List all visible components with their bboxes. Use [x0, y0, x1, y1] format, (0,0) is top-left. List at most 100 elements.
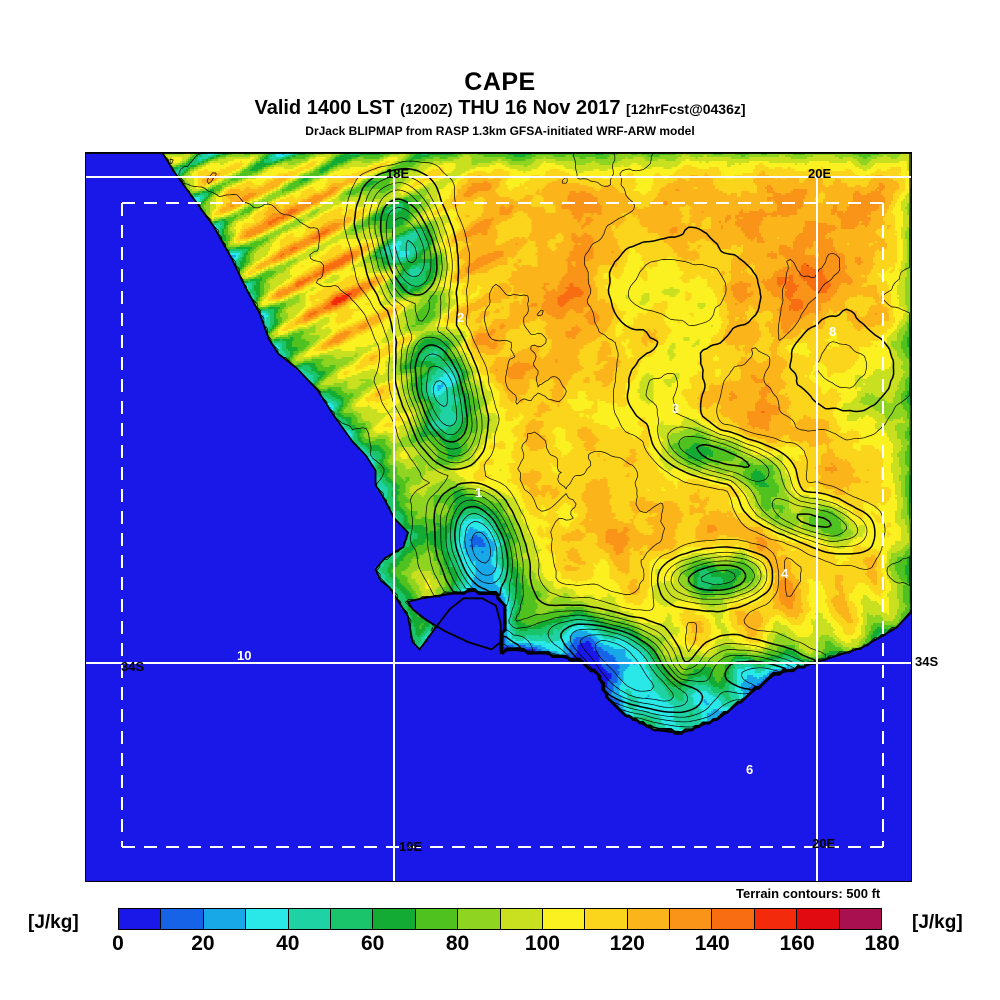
colorbar-swatch — [373, 909, 416, 929]
terrain-contour-line — [529, 563, 683, 656]
coastline — [86, 153, 911, 735]
title-block: CAPE Valid 1400 LST (1200Z) THU 16 Nov 2… — [0, 0, 1000, 138]
cape-field-plot — [86, 153, 911, 881]
terrain-contour-line — [584, 451, 638, 473]
terrain-contour-line — [695, 444, 751, 468]
terrain-contours — [161, 153, 911, 735]
terrain-contour-line — [353, 167, 490, 471]
colorbar-swatch — [246, 909, 289, 929]
terrain-contour-line — [409, 472, 430, 564]
terrain-contour-line — [678, 436, 770, 473]
terrain-contour-line — [579, 634, 643, 656]
terrain-contour-line — [515, 563, 676, 656]
terrain-contour-line — [687, 564, 747, 592]
colorbar-tick-label: 100 — [524, 932, 560, 955]
coastline-path — [86, 153, 911, 735]
terrain-contour-line — [704, 642, 788, 656]
terrain-contour-line — [734, 472, 770, 482]
terrain-contour-line — [668, 654, 716, 676]
colorbar-tick-label: 160 — [779, 932, 815, 955]
terrain-contour-line — [689, 556, 755, 564]
terrain-contour-line — [771, 497, 848, 537]
terrain-contour-line — [598, 654, 655, 692]
terrain-contour-line — [910, 467, 911, 473]
terrain-contour-line — [454, 505, 509, 564]
terrain-contour-line — [553, 563, 645, 595]
terrain-contour-line — [547, 619, 664, 656]
terrain-contour-line — [701, 472, 868, 548]
terrain-contour-line — [560, 623, 658, 656]
colorbar-tick-label: 20 — [191, 932, 215, 955]
terrain-contour-line — [667, 426, 781, 473]
terrain-contour-line — [656, 563, 774, 613]
colorbar-swatch — [627, 909, 671, 929]
colorbar-swatch — [330, 909, 374, 929]
terrain-contour-line — [909, 472, 911, 564]
forecast-tag: [12hrFcst@0436z] — [626, 101, 746, 117]
terrain-contour-line — [572, 153, 616, 187]
terrain-contour-line — [471, 531, 491, 564]
colorbar-swatch — [797, 909, 840, 929]
colorbar-swatch — [585, 909, 628, 929]
valid-time-line: Valid 1400 LST (1200Z) THU 16 Nov 2017 [… — [0, 97, 1000, 121]
terrain-contour-line — [379, 198, 438, 296]
terrain-contour-line — [789, 308, 895, 413]
terrain-contour-line — [362, 175, 483, 464]
terrain-contour-line — [410, 336, 473, 450]
terrain-contour-line — [450, 499, 513, 564]
graticule — [86, 176, 911, 881]
graticule-label: 34S — [915, 654, 939, 669]
terrain-contour-line — [909, 153, 911, 473]
valid-date: THU 16 Nov 2017 — [458, 97, 621, 119]
terrain-contour-line — [508, 563, 670, 656]
terrain-contour-line — [566, 654, 795, 718]
colorbar-tick-label: 120 — [609, 932, 645, 955]
page-title: CAPE — [464, 68, 536, 96]
terrain-contour-line — [676, 551, 764, 564]
terrain-contour-line — [704, 560, 744, 564]
terrain-contour-line — [654, 538, 778, 564]
colorbar-swatch — [288, 909, 331, 929]
terrain-contour-line — [343, 160, 500, 473]
terrain-contour-line — [569, 628, 651, 656]
valid-utc: (1200Z) — [400, 101, 453, 118]
colorbar-unit-left: [J/kg] — [28, 912, 79, 933]
terrain-contour-line — [414, 344, 469, 443]
terrain-contour-line — [645, 372, 789, 473]
colorbar-tick-label: 0 — [112, 932, 124, 955]
terrain-contour-line — [178, 153, 421, 473]
terrain-contour-line — [561, 176, 568, 184]
terrain-contour-line — [472, 563, 498, 576]
terrain-contour-line — [594, 640, 633, 656]
colorbar-tick-label: 60 — [360, 932, 385, 955]
colorbar-swatch — [754, 909, 798, 929]
terrain-contour-line — [484, 472, 540, 564]
colorbar-tick-label: 140 — [694, 932, 730, 955]
cape-map[interactable] — [85, 152, 912, 882]
terrain-contour-line — [459, 513, 504, 564]
terrain-contour-line — [536, 309, 544, 317]
terrain-contour-line — [743, 563, 826, 656]
colorbar[interactable] — [118, 908, 882, 930]
terrain-contour-line — [425, 365, 458, 427]
terrain-contour-line — [519, 472, 577, 564]
colorbar-ticks: 0 20 40 60 80 100 120 140 160 180 — [112, 932, 899, 958]
terrain-contour-line — [784, 563, 802, 597]
terrain-contour-line — [777, 252, 841, 341]
terrain-contour-line — [663, 563, 768, 605]
colorbar-unit-right: [J/kg] — [912, 912, 963, 933]
terrain-contour-line — [385, 207, 432, 287]
terrain-contour-line — [741, 667, 781, 687]
terrain-contour-line — [517, 431, 562, 473]
terrain-contour-line — [461, 563, 509, 597]
terrain-contour-line — [684, 621, 698, 653]
terrain-contour-line — [425, 472, 449, 564]
terrain-contour-line — [685, 471, 876, 555]
terrain-contour-line — [796, 513, 832, 528]
terrain-contour-line — [816, 341, 868, 389]
model-source: DrJack BLIPMAP from RASP 1.3km GFSA-init… — [305, 124, 695, 138]
terrain-contour-line — [368, 182, 478, 457]
terrain-contour-line — [583, 153, 669, 473]
terrain-contour-line — [445, 493, 518, 564]
false-bay-shoreline — [406, 590, 507, 651]
